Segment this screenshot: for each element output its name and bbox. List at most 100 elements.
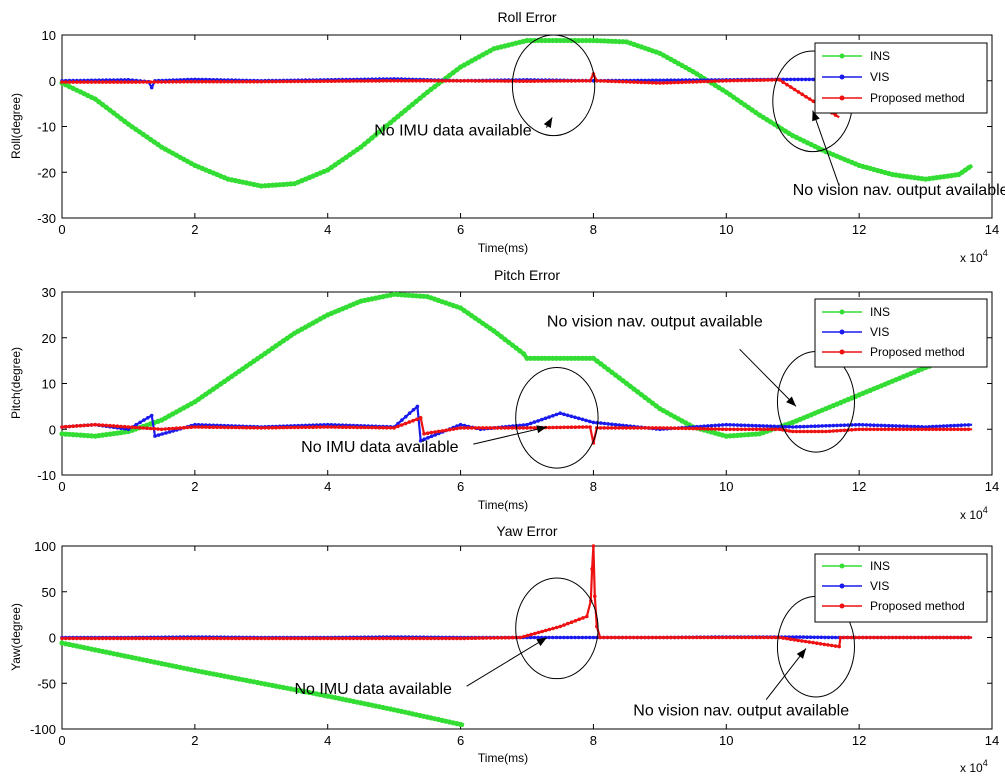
series-marker-proposed [392,79,396,83]
series-marker-proposed [170,636,175,641]
series-marker-proposed [362,425,367,430]
series-marker-ins [561,37,567,44]
series-marker-proposed [100,636,105,641]
series-marker-ins [88,433,95,439]
series-marker-proposed [499,79,504,83]
series-marker-proposed [577,425,581,429]
series-marker-proposed [609,635,614,640]
series-marker-proposed [82,423,86,428]
series-marker-proposed [311,425,315,430]
series-marker-proposed [912,427,917,432]
series-marker-ins [613,38,619,45]
series-marker-proposed [717,635,721,640]
series-marker-proposed [89,636,94,641]
series-marker-ins [214,384,220,390]
series-marker-vis [846,423,850,427]
series-marker-proposed [930,635,935,640]
series-marker-vis [658,78,662,83]
series-marker-vis [820,424,824,428]
y-axis-label: Yaw(degree) [9,603,23,671]
series-marker-proposed [303,425,308,430]
legend-marker-vis [839,329,845,335]
series-marker-proposed [628,80,632,84]
series-marker-vis [415,404,420,409]
x-multiplier: x 104 [960,505,988,522]
series-marker-proposed [322,636,326,641]
series-marker-proposed [480,426,485,430]
series-marker-vis [573,635,577,640]
series-marker-proposed [650,81,655,85]
series-marker-proposed [289,79,293,84]
series-marker-proposed [480,79,485,83]
series-marker-ins [583,355,589,361]
series-marker-proposed [196,425,201,429]
series-marker-proposed [252,426,256,430]
x-tick-label: 10 [719,733,733,748]
series-marker-proposed [82,636,86,641]
series-marker-vis [945,424,949,428]
series-marker-proposed [959,635,964,640]
series-marker-proposed [794,429,799,434]
series-marker-vis [857,422,861,427]
series-marker-vis [905,424,909,429]
series-marker-ins [598,361,604,367]
series-marker-proposed [717,427,721,431]
series-marker-proposed [447,79,452,83]
series-marker-vis [576,416,581,421]
series-marker-proposed [837,644,841,649]
series-marker-proposed [359,636,363,641]
series-marker-ins [590,355,597,361]
series-marker-proposed [333,636,337,641]
series-marker-proposed [484,426,489,430]
series-marker-vis [569,635,574,640]
series-marker-proposed [569,620,574,624]
series-marker-ins [539,355,545,361]
series-marker-proposed [543,79,548,83]
series-marker-ins [210,386,216,392]
series-marker-proposed [440,79,444,83]
series-marker-ins [391,291,397,297]
series-marker-proposed [762,78,766,82]
series-marker-ins [613,372,619,378]
series-marker-vis [717,423,721,428]
series-marker-proposed [244,79,249,84]
series-marker-proposed [956,635,960,640]
series-marker-proposed [672,426,677,431]
series-marker-ins [129,124,135,130]
series-marker-proposed [829,643,834,648]
series-marker-proposed [455,426,459,431]
series-marker-proposed [314,425,319,429]
series-marker-proposed [333,79,337,83]
series-marker-vis [576,635,581,640]
series-marker-proposed [477,636,482,640]
series-marker-proposed [137,425,142,430]
series-marker-proposed [796,638,800,643]
series-marker-vis [149,85,154,90]
series-marker-ins [635,389,641,395]
series-marker-proposed [75,636,79,641]
series-marker-proposed [536,630,541,635]
series-marker-proposed [785,82,789,87]
x-multiplier: x 104 [960,758,988,775]
series-marker-proposed [528,426,533,430]
series-marker-proposed [963,635,967,640]
series-marker-proposed [373,79,378,83]
series-marker-ins [461,308,467,314]
series-marker-ins [350,149,357,155]
series-marker-proposed [872,635,876,640]
series-marker-proposed [285,636,289,641]
series-marker-proposed [743,427,748,432]
series-marker-vis [551,635,555,640]
series-marker-proposed [167,426,171,431]
series-marker-ins [653,403,659,409]
annotation-text: No IMU data available [374,123,532,140]
series-marker-proposed [126,80,131,84]
series-marker-proposed [63,424,68,429]
series-marker-proposed [399,636,404,641]
series-marker-proposed [126,636,131,641]
series-marker-proposed [525,633,530,638]
series-marker-proposed [833,113,838,117]
annotation-arrow [739,348,797,407]
series-marker-proposed [418,79,422,83]
series-marker-ins [576,37,582,44]
